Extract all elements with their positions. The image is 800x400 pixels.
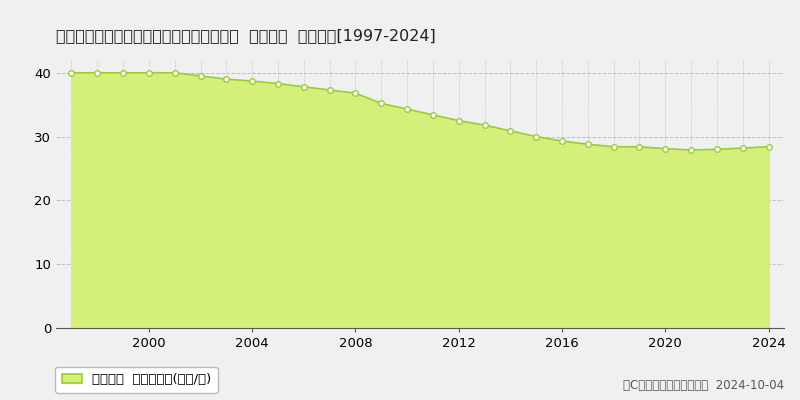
Text: （C）土地価格ドットコム  2024-10-04: （C）土地価格ドットコム 2024-10-04 [623, 379, 784, 392]
Legend: 基準地価  平均坪単価(万円/坪): 基準地価 平均坪単価(万円/坪) [55, 367, 218, 393]
Text: 鹿児島県鹿児島市田上５丁目２１８４番５  基準地価  地価推移[1997-2024]: 鹿児島県鹿児島市田上５丁目２１８４番５ 基準地価 地価推移[1997-2024] [56, 28, 436, 43]
